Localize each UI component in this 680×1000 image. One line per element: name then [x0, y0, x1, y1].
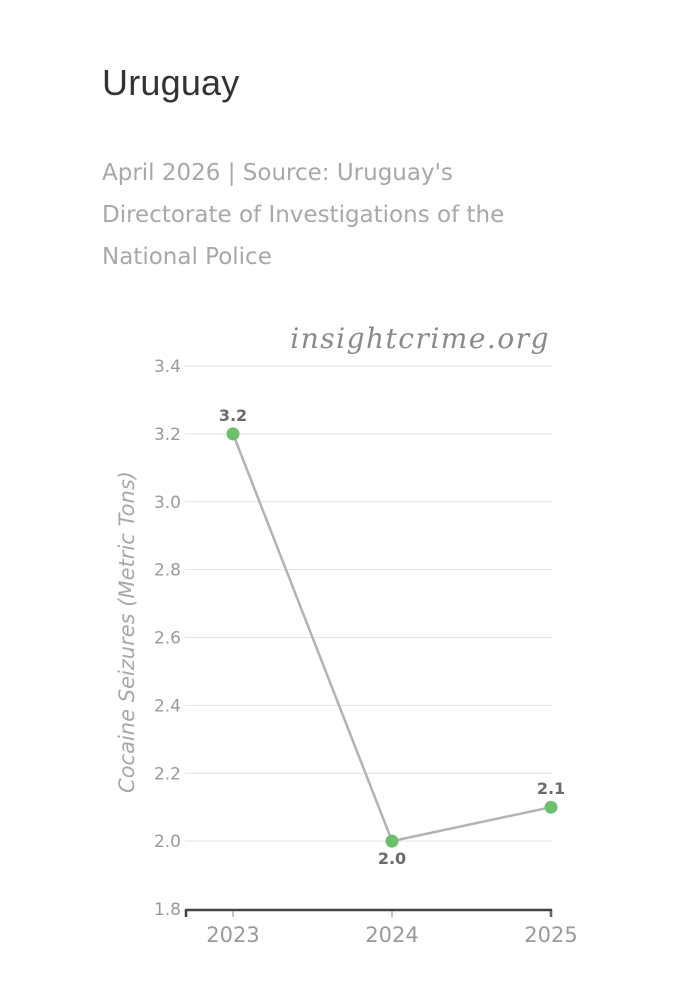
x-tick-label: 2024 [365, 923, 418, 947]
chart-title: Uruguay [102, 62, 240, 103]
watermark-text: insightcrime.org [290, 322, 550, 355]
y-axis-ticks: 1.8 2.0 2.2 2.4 2.6 2.8 3.0 3.2 3.4 [154, 357, 181, 920]
data-label: 3.2 [219, 406, 247, 425]
y-tick-label: 3.2 [154, 425, 181, 445]
data-points [226, 427, 558, 848]
x-tick-label: 2023 [206, 923, 259, 947]
data-label: 2.0 [378, 849, 406, 868]
y-tick-label: 2.6 [154, 629, 181, 649]
y-tick-label: 2.2 [154, 764, 181, 784]
y-tick-label: 2.0 [154, 832, 181, 852]
x-tick-label: 2025 [524, 923, 577, 947]
x-axis: 2023 2024 2025 [184, 908, 578, 947]
y-axis-label: Cocaine Seizures (Metric Tons) [115, 471, 139, 793]
data-point[interactable] [544, 800, 558, 814]
data-labels: 3.2 2.0 2.1 [219, 406, 565, 868]
y-tick-label: 1.8 [154, 900, 181, 920]
grid-lines [185, 365, 552, 842]
data-label: 2.1 [537, 779, 565, 798]
data-point[interactable] [385, 834, 399, 848]
data-point[interactable] [226, 427, 240, 441]
y-tick-label: 3.0 [154, 493, 181, 513]
y-tick-label: 2.8 [154, 561, 181, 581]
y-tick-label: 2.4 [154, 696, 181, 716]
y-tick-label: 3.4 [154, 357, 181, 377]
chart-subtitle: April 2026 | Source: Uruguay's Directora… [102, 160, 505, 270]
